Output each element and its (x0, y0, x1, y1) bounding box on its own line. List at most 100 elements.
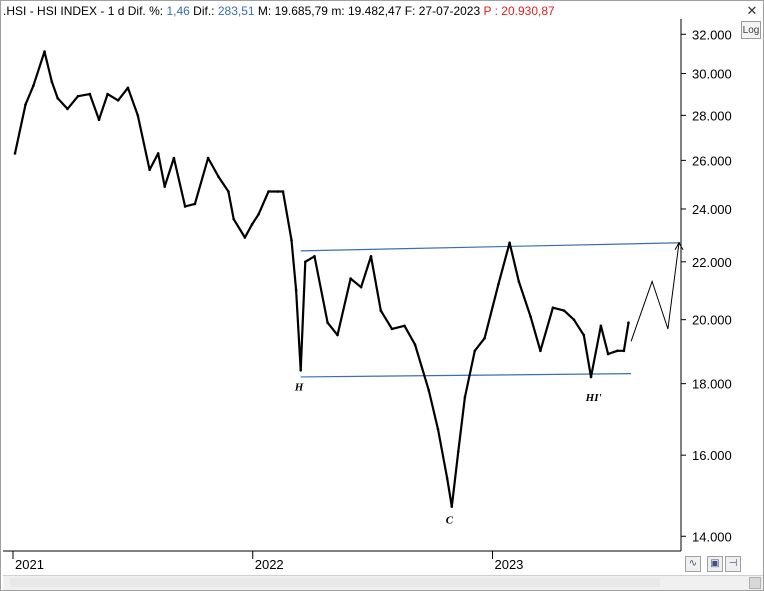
price-point (281, 190, 285, 193)
y-tick-label: 24.000 (692, 202, 732, 217)
zigzag-icon[interactable]: ∿ (685, 556, 701, 572)
trend-line (300, 242, 682, 252)
price-point (50, 80, 54, 83)
scroll-right-button[interactable] (749, 577, 761, 589)
save-icon[interactable]: ▣ (707, 556, 723, 572)
price-point (539, 349, 542, 353)
y-tick-label: 22.000 (692, 255, 732, 270)
date-value: 27-07-2023 (418, 4, 481, 18)
date-label: F: (404, 4, 416, 18)
x-tick-label: 2023 (494, 557, 523, 572)
price-point (163, 185, 167, 188)
y-tick-label: 18.000 (692, 377, 732, 392)
price-point (227, 190, 230, 193)
y-tick-label: 32.000 (692, 27, 732, 42)
price-point (427, 389, 431, 392)
price-point (436, 427, 440, 431)
price-point (267, 190, 270, 193)
dif-pct-label: Dif. %: (127, 4, 164, 18)
pin-icon[interactable]: ⊣ (725, 556, 741, 572)
close-icon[interactable]: ✕ (746, 3, 758, 18)
period-text: 1 d (107, 4, 125, 18)
price-point (257, 212, 260, 216)
price-series-line (13, 50, 630, 508)
price-label: P : (483, 4, 498, 18)
dif-value: 283,51 (217, 4, 255, 18)
price-point (172, 156, 176, 160)
wave-label: C (446, 514, 454, 526)
price-value: 20.930,87 (501, 4, 555, 18)
price-point (508, 241, 511, 245)
projection-arrowhead (674, 241, 684, 251)
price-point (56, 96, 59, 100)
price-point (450, 505, 454, 508)
price-point (243, 236, 247, 239)
price-point (156, 152, 160, 155)
dif-pct-value: 1,46 (166, 4, 190, 18)
price-point (76, 94, 80, 98)
min-value: 19.482,47 (348, 4, 402, 18)
price-point (599, 324, 603, 328)
price-point (276, 190, 280, 193)
price-point (582, 333, 586, 337)
price-point (413, 343, 417, 346)
min-label: m: (331, 4, 345, 18)
horizontal-scrollbar[interactable] (3, 575, 763, 590)
symbol-separator: - (29, 4, 34, 18)
price-point (97, 118, 101, 122)
price-point (457, 450, 460, 453)
price-point (294, 288, 298, 292)
price-point (379, 309, 383, 312)
x-tick-label: 2022 (255, 557, 284, 572)
price-point (622, 349, 626, 353)
scrollbar-thumb[interactable] (10, 578, 660, 587)
price-point (183, 205, 187, 208)
y-tick-label: 26.000 (692, 153, 732, 168)
price-point (463, 396, 467, 399)
price-point (336, 333, 339, 337)
price-point (403, 324, 406, 328)
symbol-text: .HSI (3, 4, 27, 18)
max-value: 19.685,79 (274, 4, 328, 18)
instrument-name: HSI INDEX (37, 4, 98, 18)
price-point (562, 309, 566, 312)
price-point (349, 277, 352, 280)
price-point (193, 202, 197, 206)
price-point (390, 327, 394, 331)
price-point (483, 336, 486, 340)
y-tick-label: 14.000 (692, 529, 732, 544)
price-point (206, 156, 210, 160)
name-separator: - (100, 4, 105, 18)
info-bar: .HSI - HSI INDEX - 1 d Dif. %: 1,46 Dif.… (3, 2, 725, 20)
log-scale-button[interactable]: Log (741, 21, 761, 39)
price-point (136, 114, 140, 117)
price-point (572, 318, 576, 321)
price-point (24, 103, 27, 106)
y-tick-label: 20.000 (692, 313, 732, 328)
price-point (369, 255, 373, 258)
price-point (66, 107, 69, 111)
price-point (32, 84, 35, 88)
price-point (217, 175, 220, 179)
price-point (517, 280, 521, 283)
y-tick-label: 30.000 (692, 66, 732, 81)
trend-line (300, 373, 632, 378)
price-point (606, 352, 610, 356)
price-point (126, 86, 130, 90)
price-point (13, 152, 17, 155)
price-point (551, 306, 555, 309)
price-point (106, 92, 109, 96)
y-tick-label: 16.000 (692, 448, 732, 463)
price-point (250, 223, 254, 226)
price-point (313, 255, 316, 258)
wave-label: HI' (585, 392, 602, 404)
price-point (529, 315, 532, 318)
price-point (445, 477, 449, 480)
price-point (148, 168, 151, 172)
price-point (290, 238, 293, 242)
x-tick-label: 2021 (15, 557, 44, 572)
y-tick-label: 28.000 (692, 108, 732, 123)
price-point (88, 92, 92, 96)
price-point (299, 369, 302, 372)
